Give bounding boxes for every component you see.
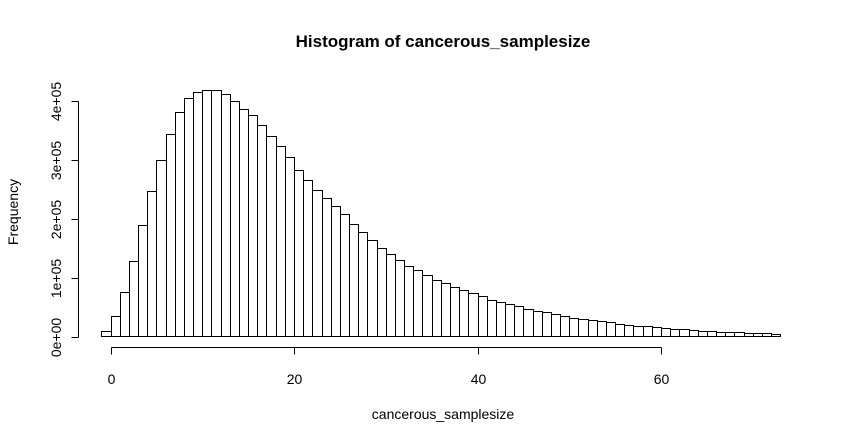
histogram-bar — [422, 275, 433, 337]
histogram-bar — [689, 330, 699, 337]
histogram-bar — [441, 283, 451, 337]
histogram-bar — [349, 224, 359, 337]
histogram-bar — [633, 326, 644, 337]
histogram-bar — [266, 136, 277, 337]
histogram-bar — [578, 319, 589, 337]
histogram-bar — [478, 296, 488, 337]
histogram-bar — [404, 266, 414, 337]
histogram-bar — [514, 306, 524, 337]
histogram-bar — [569, 318, 579, 337]
histogram-bar — [734, 332, 745, 337]
histogram-bar — [395, 260, 405, 337]
histogram-bar — [377, 248, 387, 337]
histogram-bar — [505, 304, 515, 337]
histogram-bar — [716, 332, 726, 337]
histogram-bar — [184, 98, 194, 337]
histogram-bar — [523, 309, 534, 337]
histogram-bar — [257, 125, 267, 337]
histogram-bar — [413, 270, 423, 337]
histogram-bar — [661, 328, 671, 337]
histogram-bar — [542, 312, 552, 337]
y-tick-label: 0e+00 — [48, 318, 64, 358]
histogram-bar — [652, 327, 662, 337]
histogram-bar — [606, 322, 616, 337]
histogram-bar — [340, 214, 350, 337]
y-tick-label: 4e+05 — [48, 82, 64, 122]
histogram-bar — [725, 332, 735, 337]
x-tick-label: 20 — [287, 371, 303, 387]
histogram-bar — [643, 326, 653, 337]
histogram-bar — [175, 112, 185, 337]
histogram-bar — [670, 329, 680, 337]
histogram-bar — [294, 170, 304, 337]
histogram-bar — [487, 300, 497, 337]
y-axis-label: Frequency — [5, 179, 21, 245]
histogram-bar — [230, 101, 240, 337]
histogram-bar — [450, 287, 460, 337]
histogram-bar — [698, 331, 708, 337]
histogram-bar — [166, 134, 176, 337]
histogram-bar — [679, 329, 690, 337]
histogram-bar — [156, 160, 167, 337]
histogram-bar — [560, 316, 570, 337]
x-tick-label: 0 — [108, 371, 116, 387]
histogram-bar — [496, 302, 506, 337]
histogram-bar — [147, 191, 157, 337]
histogram-bar — [276, 146, 286, 337]
bars-group — [101, 90, 781, 337]
histogram-bar — [138, 225, 148, 337]
histogram-bar — [120, 292, 130, 337]
histogram-bar — [771, 334, 781, 337]
histogram-bar — [129, 261, 139, 337]
chart-title: Histogram of cancerous_samplesize — [296, 32, 591, 51]
histogram-bar — [753, 333, 763, 337]
histogram-bar — [303, 180, 313, 337]
histogram-bar — [331, 206, 341, 337]
histogram-bar — [101, 331, 112, 337]
histogram-bar — [459, 290, 469, 337]
histogram-bar — [533, 311, 543, 337]
histogram-bar — [322, 198, 332, 337]
histogram-bar — [468, 293, 479, 337]
y-tick-label: 3e+05 — [48, 141, 64, 181]
histogram-bar — [221, 94, 231, 337]
y-tick-label: 1e+05 — [48, 259, 64, 299]
histogram-bar — [111, 316, 121, 337]
histogram-bar — [193, 92, 203, 337]
x-tick-label: 60 — [654, 371, 670, 387]
histogram-bar — [744, 333, 754, 337]
y-tick-label: 2e+05 — [48, 200, 64, 240]
histogram-bar — [211, 90, 222, 337]
histogram-bar — [615, 324, 625, 337]
x-axis-label: cancerous_samplesize — [372, 406, 515, 422]
histogram-bar — [202, 90, 212, 337]
histogram-bar — [588, 320, 598, 337]
x-tick-label: 40 — [471, 371, 487, 387]
y-axis: 0e+00 1e+05 2e+05 3e+05 4e+05 — [48, 82, 79, 358]
histogram-bar — [386, 254, 396, 337]
histogram-bar — [762, 333, 772, 337]
histogram-bar — [432, 280, 442, 337]
histogram-bar — [551, 314, 561, 337]
histogram-bar — [312, 190, 323, 337]
histogram-bar — [597, 321, 607, 337]
histogram-bar — [285, 157, 295, 337]
histogram-bar — [707, 331, 717, 337]
histogram-bar — [239, 109, 249, 337]
x-axis: 0 20 40 60 — [108, 347, 670, 387]
histogram-bar — [624, 325, 634, 337]
histogram-bar — [358, 232, 368, 337]
histogram-bar — [367, 240, 378, 337]
histogram-bar — [248, 115, 258, 337]
